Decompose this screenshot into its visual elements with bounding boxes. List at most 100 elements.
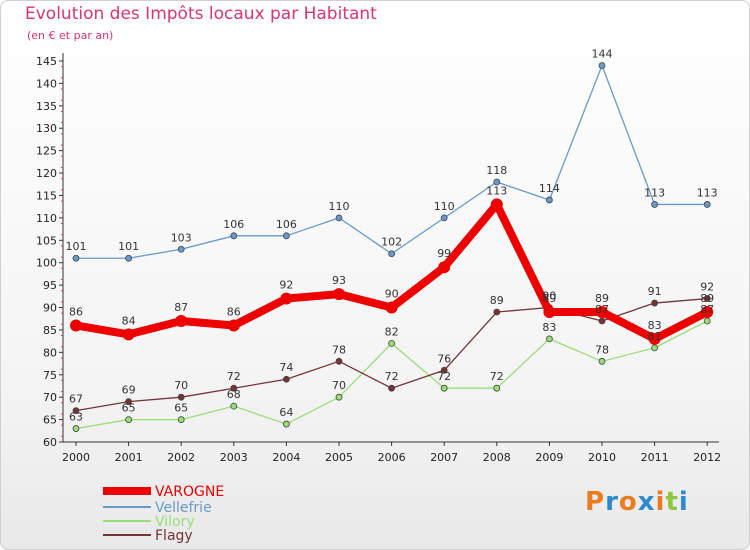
- data-label-vellefrie: 118: [486, 164, 507, 177]
- data-point-flagy: [493, 308, 501, 316]
- y-tick-label: 70: [43, 391, 57, 404]
- data-point-varogne: [543, 306, 556, 319]
- x-tick-label: 2012: [693, 451, 721, 464]
- chart-title: Evolution des Impôts locaux par Habitant: [25, 4, 377, 24]
- y-tick-label: 130: [36, 122, 57, 135]
- data-label-vilory: 78: [595, 343, 609, 356]
- y-tick-label: 140: [36, 77, 57, 90]
- y-tick-label: 90: [43, 302, 57, 315]
- y-tick-label: 85: [43, 324, 57, 337]
- logo-letter: x: [637, 487, 656, 517]
- data-label-varogne: 84: [122, 314, 136, 327]
- data-label-flagy: 76: [437, 352, 451, 365]
- y-tick-label: 110: [36, 212, 57, 225]
- data-label-vellefrie: 110: [329, 200, 350, 213]
- data-point-varogne: [648, 332, 661, 345]
- data-point-vellefrie: [546, 196, 553, 204]
- data-point-vilory: [72, 425, 80, 432]
- data-point-flagy: [125, 398, 132, 406]
- data-point-vellefrie: [282, 232, 290, 240]
- data-label-vellefrie: 113: [644, 186, 665, 199]
- data-label-varogne: 89: [700, 292, 714, 305]
- data-label-vellefrie: 101: [66, 240, 87, 253]
- data-label-varogne: 89: [595, 292, 609, 305]
- data-point-vellefrie: [440, 214, 448, 222]
- data-label-vilory: 64: [279, 406, 293, 419]
- data-point-vellefrie: [125, 254, 132, 262]
- data-point-vilory: [440, 384, 448, 392]
- data-label-varogne: 90: [385, 288, 399, 301]
- data-point-flagy: [72, 407, 80, 415]
- logo-letter: t: [665, 487, 679, 517]
- data-point-varogne: [385, 301, 398, 314]
- data-point-vellefrie: [651, 201, 658, 208]
- y-tick-label: 135: [36, 100, 57, 113]
- data-label-vilory: 65: [174, 402, 188, 415]
- data-label-vilory: 83: [542, 321, 556, 334]
- data-label-flagy: 87: [595, 303, 609, 316]
- data-label-vellefrie: 106: [223, 218, 244, 231]
- data-point-vilory: [177, 416, 185, 423]
- data-point-varogne: [333, 288, 345, 301]
- logo-letter: r: [605, 487, 619, 517]
- data-point-varogne: [70, 319, 82, 332]
- x-tick-label: 2003: [220, 451, 248, 464]
- data-point-varogne: [490, 198, 503, 211]
- data-label-varogne: 99: [437, 247, 451, 260]
- x-tick-label: 2007: [430, 451, 458, 464]
- data-label-vilory: 72: [437, 370, 451, 383]
- data-label-vellefrie: 110: [434, 200, 455, 213]
- series-line-vellefrie: [75, 64, 708, 259]
- data-point-vilory: [282, 420, 290, 428]
- data-label-vilory: 65: [122, 402, 136, 415]
- data-point-varogne: [122, 328, 135, 341]
- data-label-flagy: 89: [490, 294, 504, 307]
- y-tick-label: 100: [36, 257, 57, 270]
- data-label-varogne: 89: [542, 292, 556, 305]
- data-label-flagy: 74: [279, 361, 293, 374]
- y-tick-label: 115: [36, 189, 57, 202]
- y-tick-label: 95: [43, 279, 57, 292]
- data-label-flagy: 72: [385, 370, 399, 383]
- data-point-vellefrie: [493, 178, 501, 186]
- data-label-vellefrie: 102: [381, 236, 402, 249]
- data-label-flagy: 70: [174, 379, 188, 392]
- data-point-vellefrie: [230, 232, 238, 240]
- series-line-varogne: [72, 200, 712, 343]
- data-label-flagy: 90: [542, 290, 556, 303]
- data-label-varogne: 93: [332, 274, 346, 287]
- data-label-vilory: 72: [490, 370, 504, 383]
- x-tick-label: 2004: [272, 451, 300, 464]
- data-label-varogne: 86: [227, 305, 241, 318]
- x-tick-label: 2009: [535, 451, 563, 464]
- logo-letter: o: [618, 487, 638, 517]
- data-label-varogne: 87: [174, 301, 188, 314]
- data-point-flagy: [282, 375, 290, 383]
- data-label-vellefrie: 114: [539, 182, 560, 195]
- data-point-vilory: [703, 317, 711, 325]
- y-tick-label: 65: [43, 414, 57, 427]
- data-point-varogne: [227, 319, 240, 332]
- legend-label-vellefrie: Vellefrie: [155, 500, 212, 516]
- data-point-varogne: [280, 292, 293, 305]
- data-label-flagy: 91: [648, 285, 662, 298]
- logo-letter: i: [678, 487, 689, 517]
- y-tick-label: 60: [43, 436, 57, 449]
- legend-label-flagy: Flagy: [155, 528, 193, 544]
- data-label-vellefrie: 113: [697, 186, 718, 199]
- data-point-vellefrie: [72, 254, 80, 262]
- x-tick-label: 2002: [167, 451, 195, 464]
- data-point-vilory: [388, 339, 396, 347]
- x-tick-label: 2005: [325, 451, 353, 464]
- x-tick-label: 2010: [588, 451, 616, 464]
- data-point-varogne: [596, 306, 608, 319]
- y-tick-label: 145: [36, 55, 57, 68]
- data-label-varogne: 83: [648, 319, 662, 332]
- data-label-vellefrie: 101: [118, 240, 139, 253]
- data-point-vilory: [546, 335, 553, 343]
- data-point-flagy: [598, 317, 606, 325]
- data-label-varogne: 92: [279, 279, 293, 292]
- data-point-vellefrie: [598, 62, 606, 69]
- data-point-vilory: [493, 384, 501, 392]
- data-point-varogne: [438, 261, 451, 274]
